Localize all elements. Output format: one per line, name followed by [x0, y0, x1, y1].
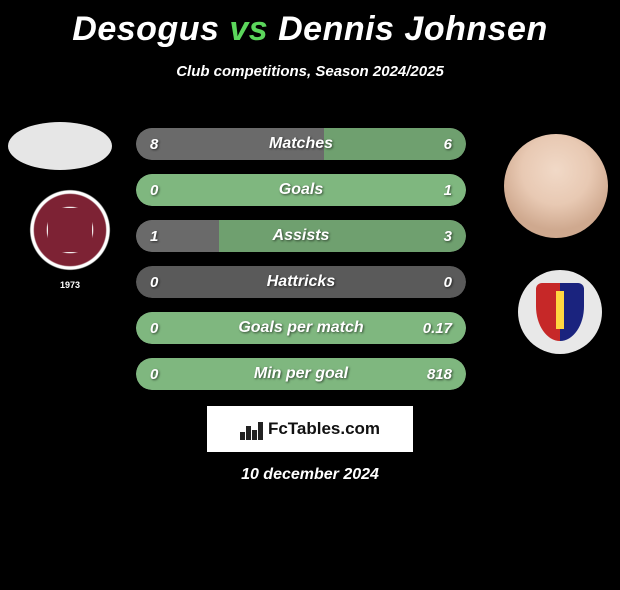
stat-value-left: 1 — [150, 228, 158, 245]
stat-row: 0 Hattricks 0 — [136, 266, 466, 298]
stat-row: 8 Matches 6 — [136, 128, 466, 160]
stat-label: Hattricks — [267, 273, 335, 291]
player1-avatar — [8, 122, 112, 170]
stat-label: Goals per match — [238, 319, 363, 337]
stat-value-right: 0 — [444, 274, 452, 291]
comparison-title: Desogus vs Dennis Johnsen — [0, 10, 620, 49]
vs-text: vs — [229, 10, 268, 48]
player1-club-badge: 1973 — [28, 188, 112, 272]
stats-container: 8 Matches 6 0 Goals 1 1 Assists 3 0 Hattricks 0 0 Goa… — [136, 128, 466, 404]
stat-value-right: 0.17 — [423, 320, 452, 337]
stat-value-left: 8 — [150, 136, 158, 153]
brand-logo-icon — [240, 418, 262, 440]
subtitle: Club competitions, Season 2024/2025 — [0, 63, 620, 80]
stat-row: 1 Assists 3 — [136, 220, 466, 252]
stat-value-right: 6 — [444, 136, 452, 153]
stat-value-left: 0 — [150, 320, 158, 337]
player2-avatar — [504, 134, 608, 238]
stat-value-left: 0 — [150, 366, 158, 383]
stat-row: 0 Goals per match 0.17 — [136, 312, 466, 344]
brand-text: FcTables.com — [268, 419, 380, 439]
stat-value-right: 3 — [444, 228, 452, 245]
stat-row: 0 Goals 1 — [136, 174, 466, 206]
club-left-year: 1973 — [28, 280, 112, 290]
player2-name: Dennis Johnsen — [278, 10, 548, 48]
stat-label: Min per goal — [254, 365, 348, 383]
brand-badge: FcTables.com — [207, 406, 413, 452]
stat-label: Goals — [279, 181, 323, 199]
date-text: 10 december 2024 — [241, 466, 379, 484]
stat-label: Assists — [273, 227, 330, 245]
stat-value-right: 818 — [427, 366, 452, 383]
stat-label: Matches — [269, 135, 333, 153]
stat-value-left: 0 — [150, 274, 158, 291]
stat-value-left: 0 — [150, 182, 158, 199]
player2-club-badge — [518, 270, 602, 354]
player1-name: Desogus — [72, 10, 219, 48]
stat-row: 0 Min per goal 818 — [136, 358, 466, 390]
stat-value-right: 1 — [444, 182, 452, 199]
